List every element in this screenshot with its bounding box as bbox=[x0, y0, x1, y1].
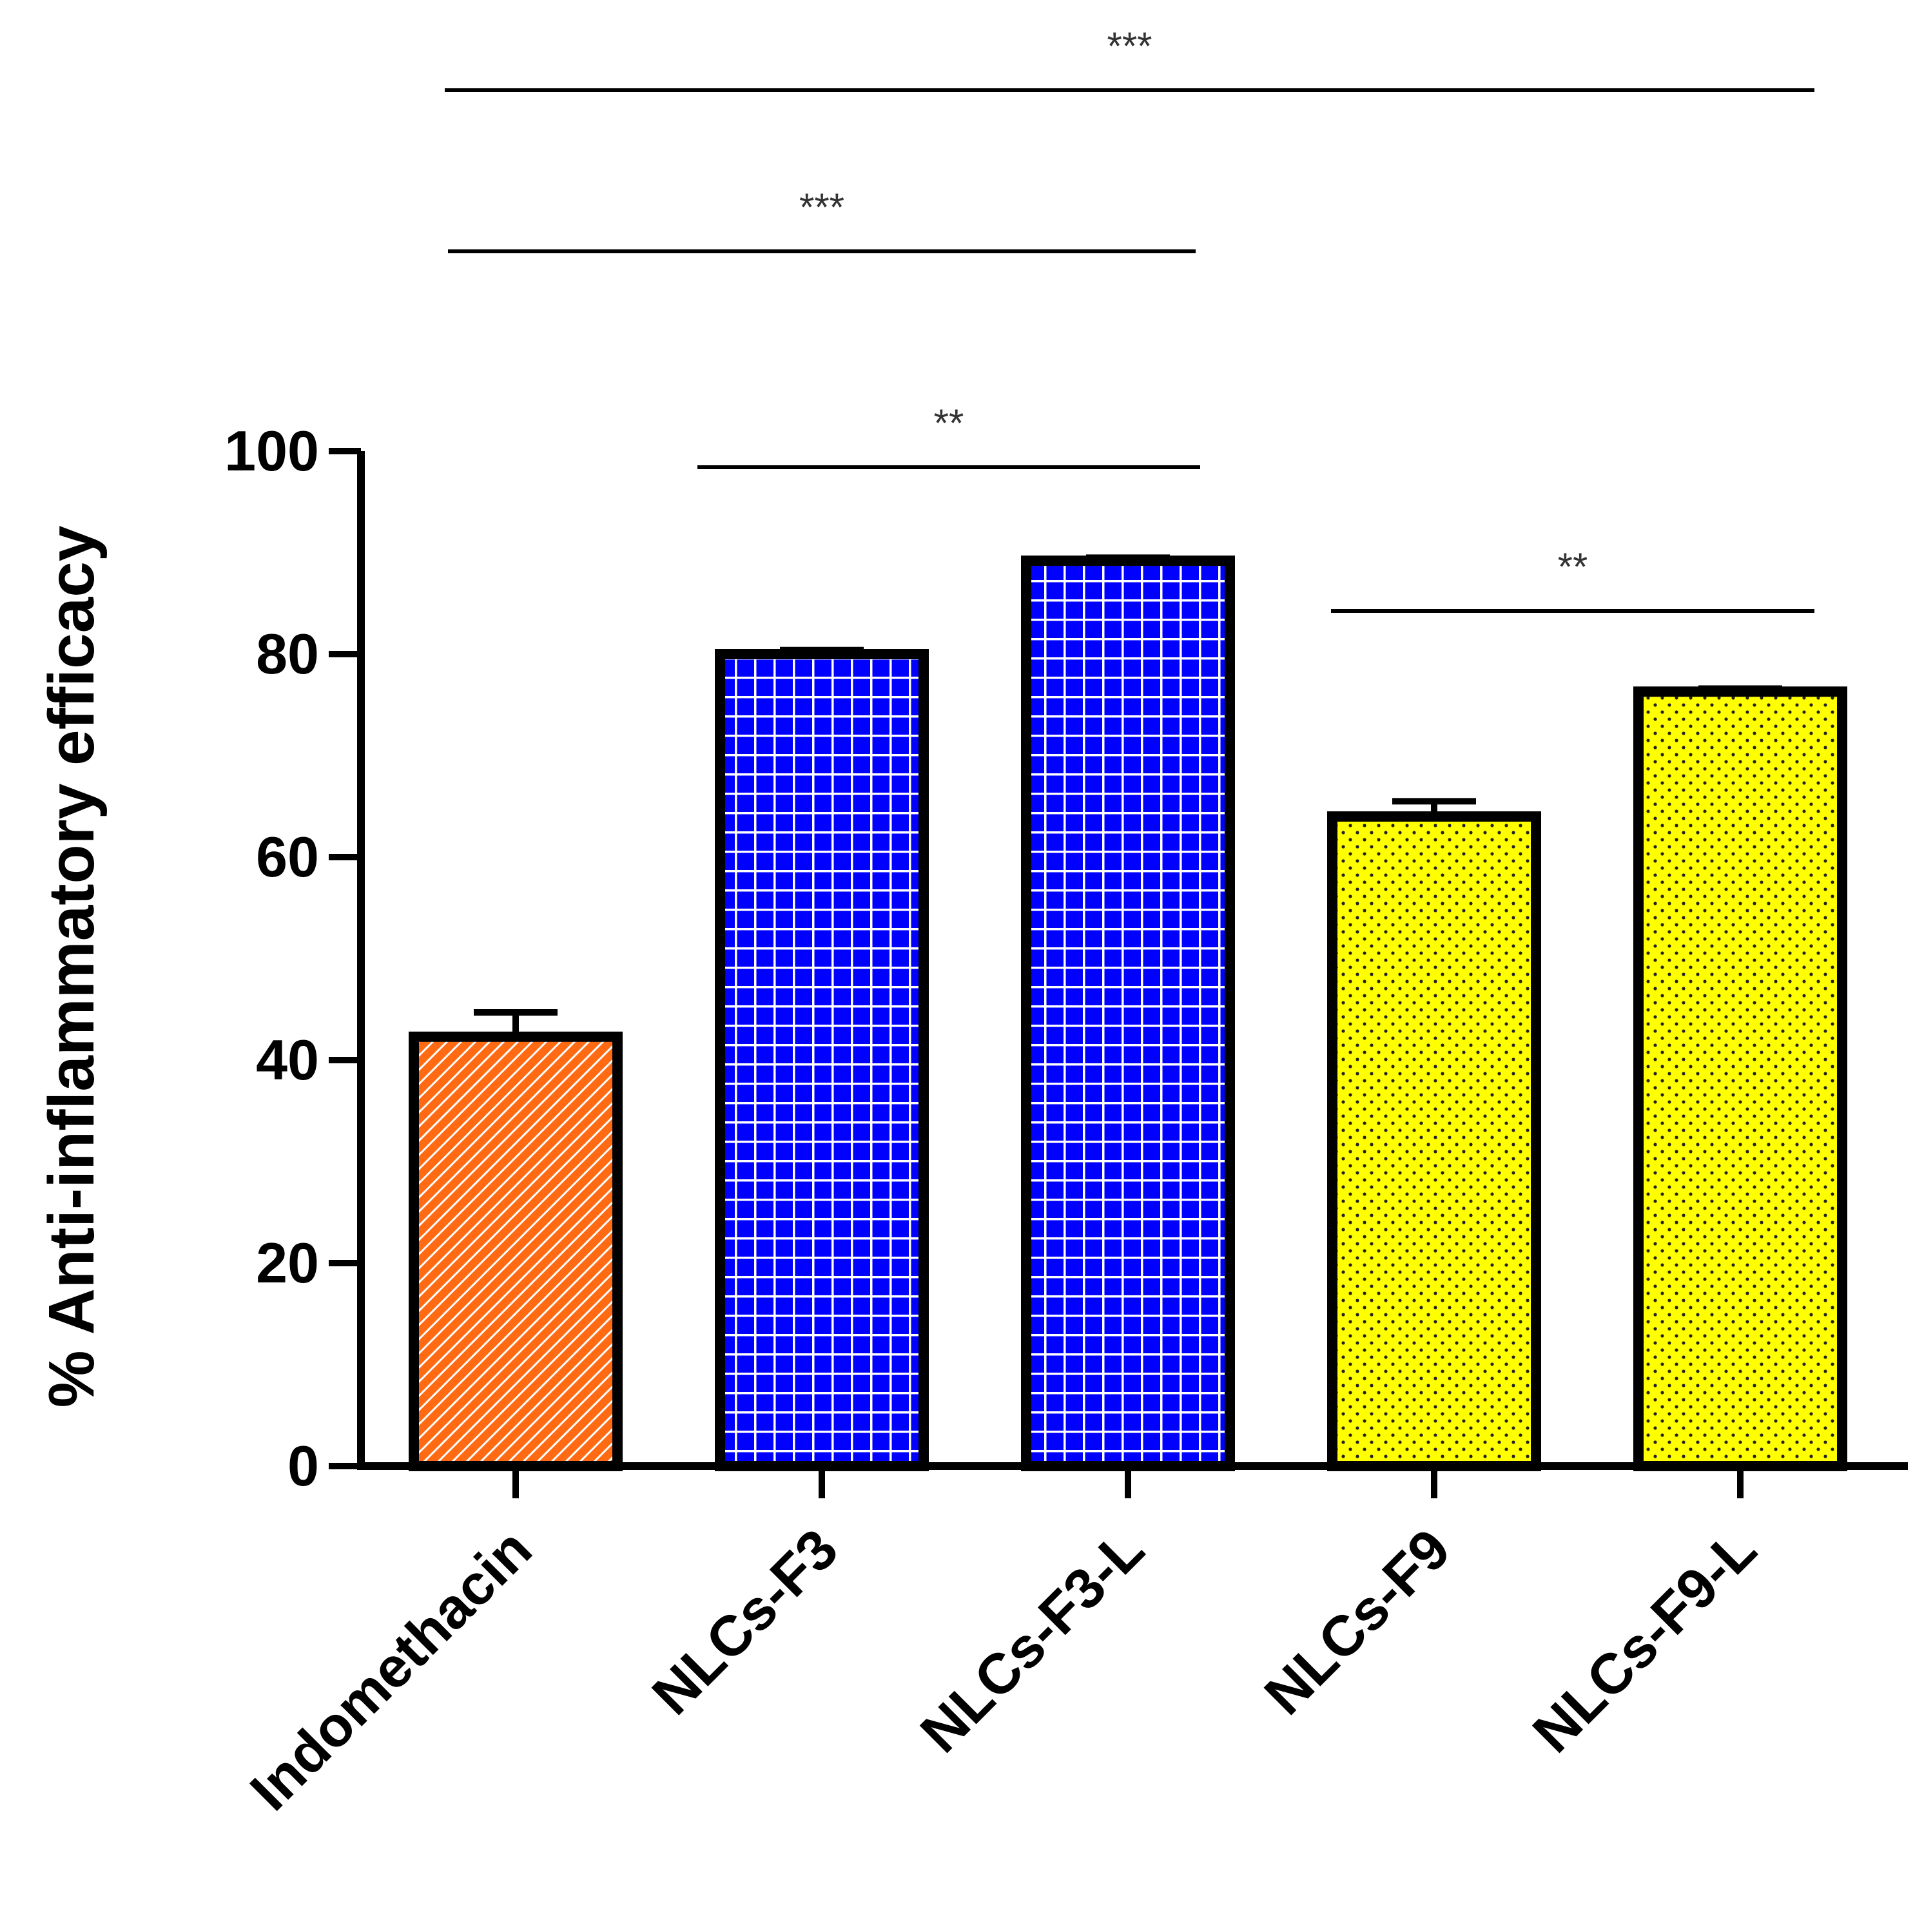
x-tick-label-NLCs-F3-L: NLCs-F3-L bbox=[908, 1516, 1156, 1764]
bar-NLCs-F3 bbox=[715, 649, 929, 1471]
bar-Indomethacin bbox=[409, 1031, 623, 1471]
x-tick-label-NLCs-F9: NLCs-F9 bbox=[1252, 1516, 1462, 1726]
bar-NLCs-F9 bbox=[1327, 811, 1541, 1471]
x-tick-label-NLCs-F9-L: NLCs-F9-L bbox=[1521, 1516, 1769, 1764]
x-tick-label-NLCs-F3: NLCs-F3 bbox=[640, 1516, 850, 1726]
y-tick-label-100: 100 bbox=[224, 419, 319, 483]
bars bbox=[409, 554, 1847, 1471]
bar-NLCs-F3-L bbox=[1021, 555, 1235, 1471]
axes bbox=[329, 448, 1908, 1498]
y-tick-label-40: 40 bbox=[256, 1028, 319, 1092]
significance-label-3: ** bbox=[1558, 545, 1588, 588]
y-axis-label: % Anti-inflammatory efficacy bbox=[35, 525, 108, 1407]
x-tick-label-Indomethacin: Indomethacin bbox=[238, 1516, 544, 1822]
significance-label-0: *** bbox=[1107, 24, 1152, 68]
y-tick-label-80: 80 bbox=[256, 622, 319, 686]
y-tick-label-0: 0 bbox=[287, 1434, 319, 1498]
y-tick-label-20: 20 bbox=[256, 1231, 319, 1295]
bar-NLCs-F9-L bbox=[1633, 686, 1847, 1471]
significance-annotations: ********** bbox=[445, 24, 1814, 613]
y-tick-label-60: 60 bbox=[256, 825, 319, 889]
significance-label-1: *** bbox=[799, 186, 844, 229]
significance-label-2: ** bbox=[934, 401, 964, 445]
